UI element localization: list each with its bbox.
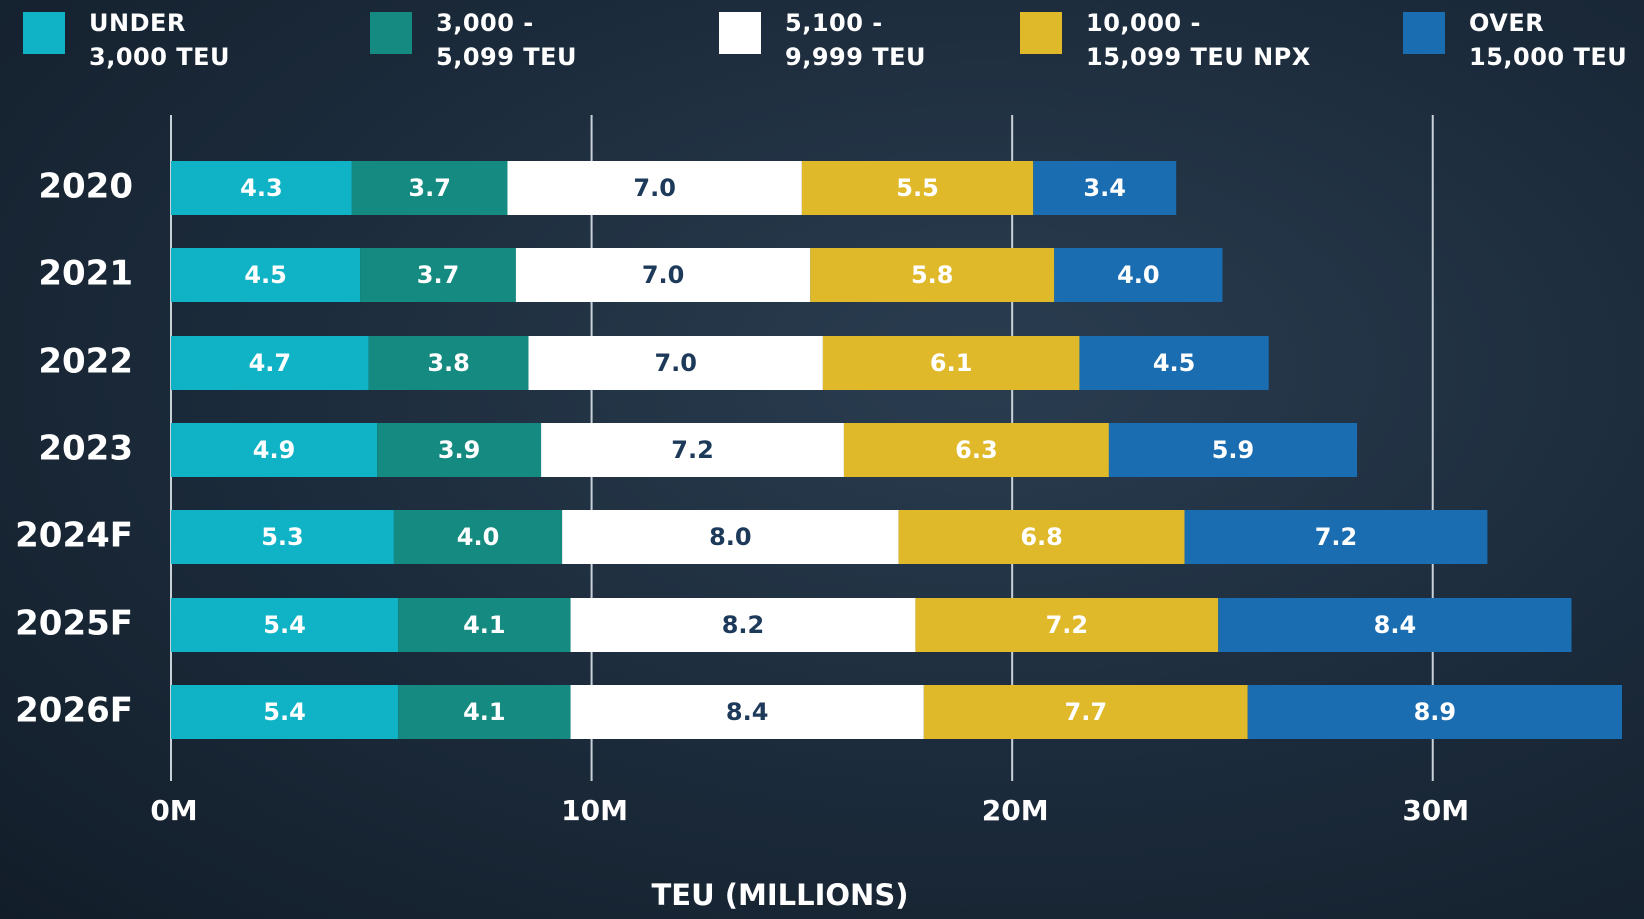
- legend-label: UNDER 3,000 TEU: [89, 6, 230, 74]
- legend-label: 3,000 - 5,099 TEU: [436, 6, 577, 74]
- data-label: 7.0: [633, 174, 676, 202]
- data-label: 4.0: [1117, 261, 1160, 289]
- data-label: 4.5: [1153, 349, 1196, 377]
- data-label: 8.2: [722, 611, 765, 639]
- data-label: 4.1: [463, 611, 506, 639]
- y-tick-label: 2020: [38, 167, 133, 207]
- data-label: 8.4: [726, 698, 769, 726]
- legend-swatch: [1403, 12, 1445, 54]
- data-label: 8.9: [1414, 698, 1457, 726]
- data-label: 4.0: [457, 523, 500, 551]
- legend-swatch: [23, 12, 65, 54]
- data-label: 5.3: [261, 523, 304, 551]
- legend-item: OVER 15,000 TEU: [1403, 6, 1627, 74]
- data-label: 8.4: [1374, 611, 1417, 639]
- data-label: 5.4: [263, 698, 306, 726]
- x-tick-label: 10M: [561, 794, 628, 827]
- data-label: 5.4: [263, 611, 306, 639]
- data-label: 6.1: [930, 349, 973, 377]
- y-tick-label: 2026F: [15, 691, 133, 731]
- data-label: 4.9: [253, 436, 296, 464]
- legend-label: OVER 15,000 TEU: [1469, 6, 1627, 74]
- y-tick-label: 2023: [38, 429, 133, 469]
- chart: TEU (MILLIONS) 0M 10M 20M 30M 2020 4.3 3.7 7.0 5…: [0, 0, 1644, 919]
- plot: TEU (MILLIONS) 0M 10M 20M 30M 2020 4.3 3.7 7.0 5…: [0, 0, 1644, 919]
- data-label: 4.3: [240, 174, 283, 202]
- data-label: 5.8: [911, 261, 954, 289]
- y-tick-label: 2021: [38, 254, 133, 294]
- data-label: 4.1: [463, 698, 506, 726]
- legend-item: 10,000 - 15,099 TEU NPX: [1020, 6, 1311, 74]
- data-label: 4.7: [249, 349, 292, 377]
- data-label: 6.8: [1020, 523, 1063, 551]
- data-label: 7.7: [1065, 698, 1108, 726]
- data-label: 3.8: [427, 349, 470, 377]
- data-label: 7.0: [654, 349, 697, 377]
- legend-label: 5,100 - 9,999 TEU: [785, 6, 926, 74]
- y-tick-label: 2024F: [15, 516, 133, 556]
- data-label: 8.0: [709, 523, 752, 551]
- x-tick-label: 20M: [982, 794, 1049, 827]
- y-tick-label: 2022: [38, 342, 133, 382]
- legend-item: UNDER 3,000 TEU: [23, 6, 230, 74]
- data-label: 7.2: [671, 436, 714, 464]
- data-label: 7.2: [1315, 523, 1358, 551]
- legend-swatch: [719, 12, 761, 54]
- x-tick-label: 0M: [150, 794, 197, 827]
- data-label: 3.7: [408, 174, 451, 202]
- x-axis-title: TEU (MILLIONS): [652, 878, 909, 912]
- data-label: 5.5: [896, 174, 939, 202]
- legend-swatch: [370, 12, 412, 54]
- data-label: 6.3: [955, 436, 998, 464]
- data-label: 3.7: [417, 261, 460, 289]
- x-tick-label: 30M: [1402, 794, 1469, 827]
- legend-label: 10,000 - 15,099 TEU NPX: [1086, 6, 1311, 74]
- data-label: 3.4: [1083, 174, 1126, 202]
- data-label: 4.5: [244, 261, 287, 289]
- data-label: 3.9: [438, 436, 481, 464]
- data-label: 7.2: [1046, 611, 1089, 639]
- legend-item: 5,100 - 9,999 TEU: [719, 6, 926, 74]
- legend-swatch: [1020, 12, 1062, 54]
- y-tick-label: 2025F: [15, 604, 133, 644]
- data-label: 7.0: [642, 261, 685, 289]
- legend-item: 3,000 - 5,099 TEU: [370, 6, 577, 74]
- data-label: 5.9: [1212, 436, 1255, 464]
